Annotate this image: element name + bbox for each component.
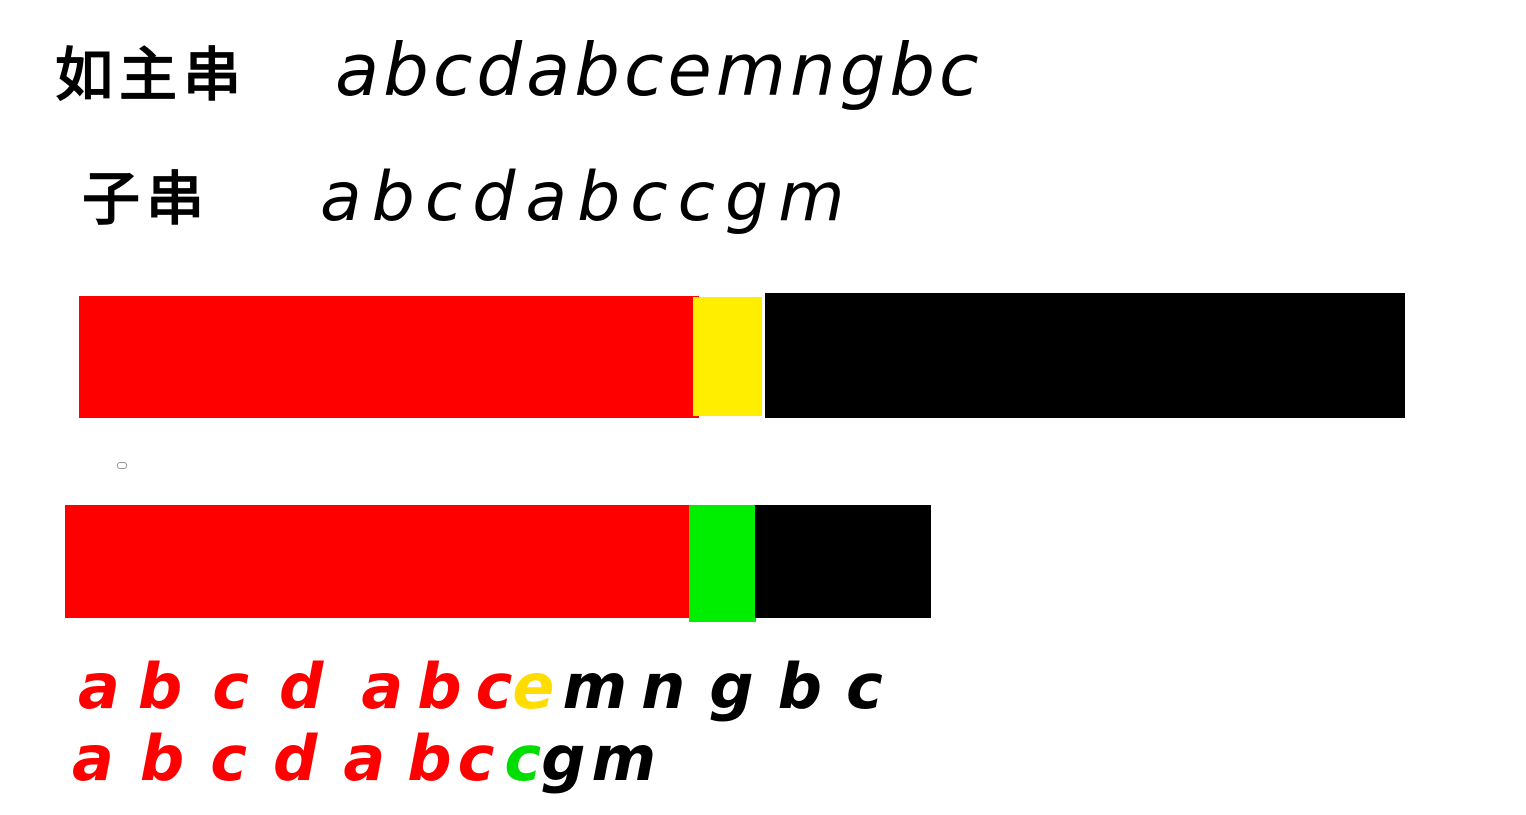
- char: a: [526, 28, 571, 112]
- char: c: [210, 722, 247, 795]
- char: b: [574, 28, 620, 112]
- char: d: [279, 650, 324, 723]
- char: d: [273, 722, 318, 795]
- char: c: [677, 158, 716, 237]
- main-matched-bar: [79, 296, 699, 418]
- char: b: [417, 650, 462, 723]
- char: g: [541, 722, 586, 795]
- char: g: [839, 28, 886, 112]
- char: d: [472, 158, 516, 237]
- char: c: [939, 28, 979, 112]
- char: b: [777, 650, 822, 723]
- main-mismatch-bar: [693, 297, 762, 416]
- char: g: [725, 158, 769, 237]
- main-remaining-bar: [765, 293, 1405, 418]
- char: a: [320, 158, 362, 237]
- char: c: [424, 158, 463, 237]
- sub-string-label: 子串: [82, 165, 211, 233]
- char: a: [525, 158, 568, 237]
- char: c: [457, 722, 495, 795]
- stray-mark: [117, 462, 127, 469]
- char: c: [212, 650, 249, 723]
- char: m: [591, 722, 657, 795]
- char: b: [577, 158, 621, 237]
- sub-remaining-bar: [755, 505, 931, 618]
- char: a: [343, 722, 386, 795]
- char: c: [475, 650, 513, 723]
- char: n: [641, 650, 686, 723]
- char: g: [709, 650, 754, 723]
- main-string-label: 如主串: [55, 41, 248, 109]
- char: a: [78, 650, 120, 723]
- char: n: [789, 28, 836, 112]
- char: a: [72, 722, 114, 795]
- char: e: [667, 28, 712, 112]
- char: a: [361, 650, 404, 723]
- char: d: [476, 28, 523, 112]
- main-string-sequence: abcdabcemngbc: [335, 28, 983, 112]
- char: m: [562, 650, 628, 723]
- comparison-sub-sequence: a b c d a bc cgm: [72, 722, 656, 795]
- char: m: [715, 28, 786, 112]
- char: c: [630, 158, 668, 237]
- char: b: [407, 722, 452, 795]
- char: e: [512, 650, 555, 723]
- char: c: [432, 28, 473, 112]
- char: c: [845, 650, 883, 723]
- char: b: [371, 158, 415, 237]
- char: b: [137, 650, 183, 723]
- char: c: [504, 722, 542, 795]
- char: b: [139, 722, 185, 795]
- sub-mismatch-bar: [689, 505, 756, 622]
- char: b: [383, 28, 429, 112]
- char: m: [778, 158, 845, 237]
- comparison-main-sequence: a b c d a b ce m n g b c: [78, 650, 883, 723]
- sub-matched-bar: [65, 505, 693, 618]
- char: b: [889, 28, 936, 112]
- char: c: [623, 28, 664, 112]
- char: a: [335, 28, 380, 112]
